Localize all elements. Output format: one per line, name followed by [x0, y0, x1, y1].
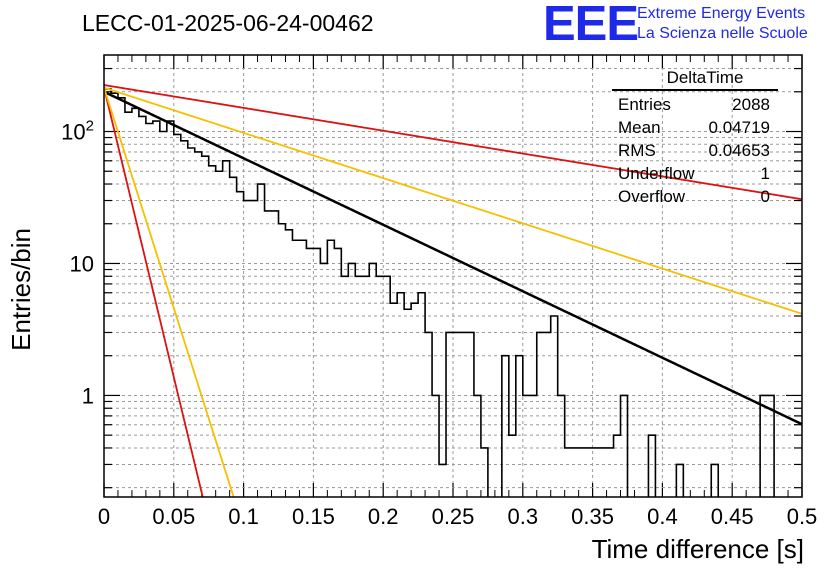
stats-title: DeltaTime [666, 68, 744, 87]
stats-label: Underflow [618, 164, 695, 183]
x-tick-label: 0.4 [647, 504, 678, 529]
stats-value: 2088 [732, 95, 770, 114]
x-tick-label: 0 [98, 504, 110, 529]
stats-value: 0.04653 [708, 141, 770, 160]
stats-row: RMS 0.04653 [612, 139, 778, 162]
stats-divider [612, 89, 778, 91]
stats-label: Entries [618, 95, 671, 114]
stats-label: Mean [618, 118, 661, 137]
x-tick-label: 0.3 [508, 504, 539, 529]
stats-value: 0 [760, 187, 770, 206]
fit-curve-5 [104, 87, 235, 497]
stats-label: RMS [618, 141, 656, 160]
x-tick-label: 0.45 [711, 504, 754, 529]
eee-logo: EEE [543, 0, 639, 51]
x-tick-label: 0.2 [368, 504, 399, 529]
logo-line-1: Extreme Energy Events [637, 5, 806, 22]
histogram [104, 88, 775, 497]
x-tick-label: 0.05 [152, 504, 195, 529]
x-axis-label: Time difference [s] [591, 534, 804, 564]
chart-title: LECC-01-2025-06-24-00462 [82, 10, 374, 36]
fit-curve-3 [104, 86, 802, 315]
y-tick-label: 1 [82, 383, 94, 408]
x-tick-label: 0.1 [228, 504, 259, 529]
stats-value: 1 [760, 164, 770, 183]
fit-curve-1 [104, 90, 802, 426]
fit-curve-2 [104, 84, 802, 201]
x-tick-label: 0.15 [292, 504, 335, 529]
stats-row: Overflow 0 [612, 185, 778, 208]
fit-curve-4 [104, 87, 204, 497]
x-tick-label: 0.25 [432, 504, 475, 529]
stats-row: Mean 0.04719 [612, 116, 778, 139]
y-axis-label: Entries/bin [6, 228, 36, 351]
stats-label: Overflow [618, 187, 686, 206]
plot-frame [103, 54, 803, 498]
stats-box: DeltaTime Entries 2088 Mean 0.04719 RMS 0.0… [612, 68, 778, 208]
stats-row: Underflow 1 [612, 162, 778, 185]
x-tick-label: 0.35 [571, 504, 614, 529]
stats-value: 0.04719 [708, 118, 770, 137]
y-tick-label: 102 [61, 118, 94, 145]
y-tick-label: 10 [70, 251, 94, 276]
x-tick-label: 0.5 [787, 504, 818, 529]
stats-row: Entries 2088 [612, 93, 778, 116]
logo-line-2: La Scienza nelle Scuole [637, 25, 808, 42]
